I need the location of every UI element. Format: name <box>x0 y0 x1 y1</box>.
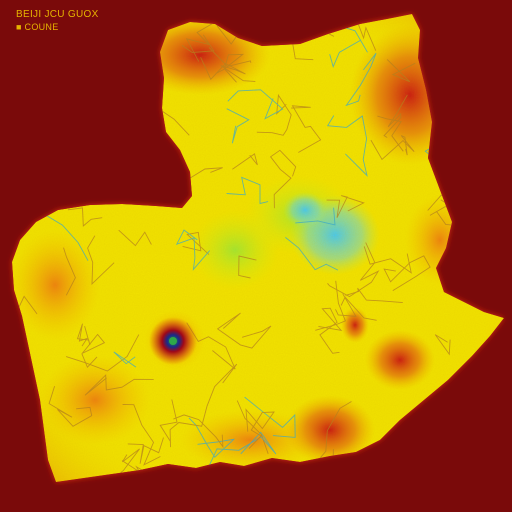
district-border-line <box>208 47 252 67</box>
district-border-line <box>383 255 431 291</box>
district-border-line <box>200 57 256 82</box>
district-border-line <box>329 39 362 68</box>
district-border-line <box>227 89 284 120</box>
district-border-line <box>327 242 380 298</box>
hotspot-center <box>169 337 177 345</box>
district-border-line <box>226 108 250 144</box>
district-border-line <box>291 105 322 153</box>
district-border-line <box>345 52 377 107</box>
district-border-line <box>159 399 178 442</box>
district-border-line <box>335 293 357 317</box>
district-border-line <box>326 195 365 218</box>
district-border-line <box>285 237 339 271</box>
district-border-line <box>326 115 368 177</box>
district-border-line <box>256 93 292 136</box>
district-border-line <box>434 334 451 356</box>
district-border-line <box>377 115 404 152</box>
district-border-line <box>216 53 245 83</box>
district-border-line <box>84 374 154 396</box>
district-border-line <box>48 385 93 427</box>
district-border-line <box>173 414 224 449</box>
district-border-line <box>370 135 415 161</box>
district-border-line <box>318 307 343 354</box>
map-subtitle: ■ COUNE <box>16 22 59 32</box>
district-border-line <box>185 167 223 182</box>
district-border-line <box>245 408 275 449</box>
district-border-line <box>386 59 416 83</box>
district-border-line <box>76 323 91 347</box>
district-border-line <box>295 207 336 226</box>
map-title: BEIJI JCU GUOX <box>16 9 99 20</box>
district-border-line <box>383 94 408 138</box>
district-border-line <box>65 334 140 372</box>
district-border-line <box>122 404 161 466</box>
district-border-line <box>127 437 164 464</box>
district-border-line <box>206 431 277 470</box>
district-border-line <box>232 153 258 170</box>
district-border-line <box>118 229 152 247</box>
district-border-line <box>87 235 115 285</box>
district-border-line <box>181 34 215 53</box>
district-border-line <box>67 207 103 227</box>
district-border-line <box>113 351 137 368</box>
map-header: BEIJI JCU GUOX ■ COUNE <box>16 9 99 33</box>
district-border-line <box>315 280 346 331</box>
district-border-line <box>169 363 238 448</box>
district-border-line <box>216 312 272 349</box>
district-border-line <box>340 296 377 321</box>
district-border-line <box>226 176 269 205</box>
district-border-line <box>269 149 297 209</box>
district-border-line <box>63 247 76 296</box>
district-border-line <box>363 246 412 274</box>
district-border-line <box>175 229 211 271</box>
district-border-line <box>244 396 296 438</box>
district-border-line <box>238 255 257 279</box>
